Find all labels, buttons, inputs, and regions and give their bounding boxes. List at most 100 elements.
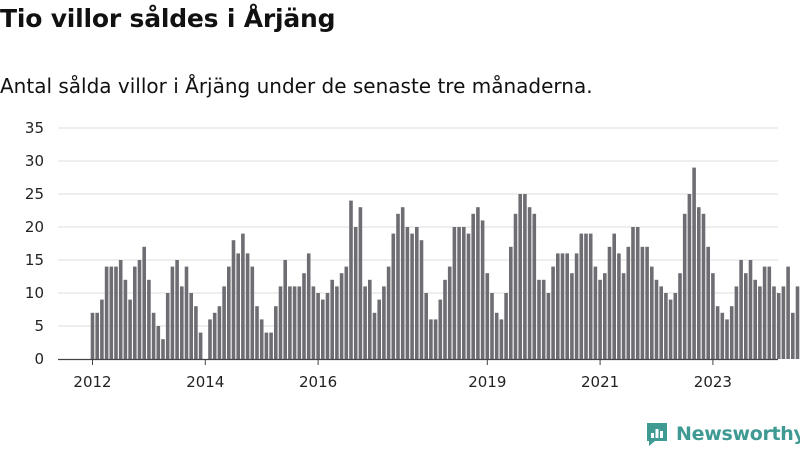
bar xyxy=(617,253,621,359)
bar xyxy=(269,332,273,359)
bar xyxy=(151,312,156,359)
bar xyxy=(551,266,555,359)
x-tick-label: 2016 xyxy=(299,373,337,391)
bar xyxy=(189,293,193,359)
x-axis-ticks: 2012201420162019202120232025 xyxy=(73,359,732,391)
bar xyxy=(415,227,419,359)
bar xyxy=(772,286,776,359)
x-tick-label: 2019 xyxy=(468,373,506,391)
bar xyxy=(753,279,757,359)
bar xyxy=(687,194,692,359)
bar xyxy=(593,266,598,359)
bar xyxy=(476,207,480,359)
bar xyxy=(339,273,344,359)
bar xyxy=(377,299,381,359)
bar xyxy=(283,260,287,359)
bar xyxy=(499,319,504,359)
bar xyxy=(109,266,114,359)
bar xyxy=(217,306,222,359)
y-tick-label: 5 xyxy=(34,317,44,335)
bar xyxy=(137,260,142,359)
bar xyxy=(635,227,640,359)
bar xyxy=(781,286,786,359)
chart-subtitle: Antal sålda villor i Årjäng under de sen… xyxy=(0,74,593,98)
bar xyxy=(631,227,635,359)
bar xyxy=(579,233,584,359)
bar xyxy=(603,273,607,359)
bar xyxy=(720,312,725,359)
bar xyxy=(264,332,269,359)
bar xyxy=(349,200,353,359)
newsworthy-icon xyxy=(647,423,667,446)
x-tick-label: 2021 xyxy=(581,373,619,391)
bar xyxy=(227,266,231,359)
bar xyxy=(725,319,729,359)
x-tick-label: 2014 xyxy=(186,373,224,391)
bar xyxy=(142,246,146,359)
bar xyxy=(701,213,706,359)
bar-chart: 0 5 10 15 20 25 30 35 2012 2014 2016 2019 2021 2023 2… xyxy=(25,119,800,391)
bar xyxy=(494,312,499,359)
bar xyxy=(504,293,508,359)
y-tick-label: 30 xyxy=(25,152,44,170)
bar xyxy=(118,260,123,359)
bar xyxy=(678,273,682,359)
bar xyxy=(532,213,537,359)
bar xyxy=(598,279,602,359)
bar xyxy=(729,306,734,359)
bar xyxy=(715,306,720,359)
bar xyxy=(306,253,311,359)
y-axis-ticks: 0 5 10 15 20 25 30 35 xyxy=(25,119,44,368)
bar xyxy=(791,312,795,359)
bar xyxy=(645,246,649,359)
y-tick-label: 0 xyxy=(34,350,44,368)
bar xyxy=(541,279,546,359)
bar xyxy=(438,299,443,359)
bar xyxy=(391,233,396,359)
bar xyxy=(734,286,739,359)
bar xyxy=(194,306,198,359)
bar xyxy=(762,266,767,359)
bar xyxy=(668,299,673,359)
bar xyxy=(410,233,414,359)
bar xyxy=(405,227,410,359)
bar xyxy=(170,266,175,359)
bar xyxy=(245,253,250,359)
bar xyxy=(546,293,551,359)
bar xyxy=(128,299,132,359)
bar xyxy=(302,273,306,359)
bar xyxy=(786,266,790,359)
bar xyxy=(748,260,753,359)
bar xyxy=(335,286,339,359)
bar xyxy=(697,207,701,359)
bar xyxy=(386,266,391,359)
bar xyxy=(621,273,626,359)
bar xyxy=(133,266,137,359)
bar xyxy=(321,299,325,359)
bar xyxy=(640,246,645,359)
bar xyxy=(612,233,616,359)
bar xyxy=(795,286,800,359)
bar xyxy=(278,286,283,359)
bar xyxy=(443,279,447,359)
y-tick-label: 35 xyxy=(25,119,44,137)
y-tick-label: 10 xyxy=(25,284,44,302)
y-tick-label: 20 xyxy=(25,218,44,236)
bar xyxy=(654,279,659,359)
bar xyxy=(208,319,212,359)
bar xyxy=(574,253,579,359)
bar xyxy=(776,293,781,359)
bar xyxy=(471,213,475,359)
bar xyxy=(316,293,320,359)
bar xyxy=(485,273,490,359)
bar xyxy=(363,286,367,359)
bar xyxy=(466,233,471,359)
bar xyxy=(255,306,259,359)
bar xyxy=(457,227,461,359)
bar xyxy=(241,233,245,359)
bar xyxy=(372,312,377,359)
bar xyxy=(556,253,560,359)
chart-title: Tio villor såldes i Årjäng xyxy=(0,4,336,33)
bar xyxy=(758,286,762,359)
bar xyxy=(682,213,687,359)
